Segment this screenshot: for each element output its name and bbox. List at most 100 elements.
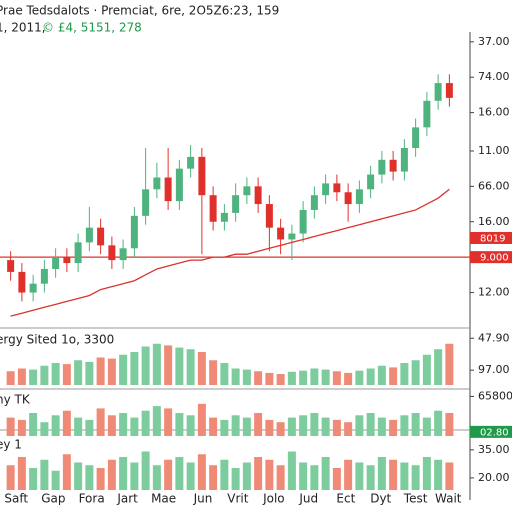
volume-bar (17, 419, 26, 436)
candle-body (97, 227, 105, 246)
volume-bar (175, 413, 184, 436)
volume-bar (287, 371, 296, 385)
candle-body (63, 257, 71, 264)
volume-bar (366, 368, 375, 385)
candle-body (367, 174, 375, 190)
x-tick-label: Test (403, 492, 428, 506)
volume-bar (40, 365, 49, 385)
volume-bar (17, 368, 26, 385)
candle-body (355, 189, 363, 205)
y-tick-label: 47.90 (478, 331, 510, 344)
volume-bar (40, 422, 49, 436)
volume-bar (344, 422, 353, 436)
y-tick-label: 16.00 (478, 106, 510, 119)
volume-bar (287, 417, 296, 436)
candle-body (108, 245, 116, 261)
volume-bar (6, 371, 15, 385)
volume-bar (276, 374, 285, 385)
volume-bar (434, 410, 443, 436)
volume-bar (389, 459, 398, 490)
candle-body (198, 156, 206, 196)
price-tag (470, 425, 512, 438)
x-tick-label: Jud (298, 492, 318, 506)
volume-bar (276, 422, 285, 436)
price-tag (470, 251, 512, 264)
x-tick-label: Saft (4, 492, 28, 506)
candle-body (265, 204, 273, 228)
volume-bar (231, 368, 240, 385)
candle-body (310, 195, 318, 210)
x-tick-label: Wait (435, 492, 462, 506)
volume-bar (29, 369, 38, 385)
volume-bar (389, 419, 398, 436)
volume-bar (6, 465, 15, 490)
volume-bar (119, 413, 128, 436)
volume-bar (422, 457, 431, 490)
volume-bar (164, 345, 173, 385)
panel-title: ergy Sited 1o, 3300 (0, 333, 114, 347)
volume-bar (276, 465, 285, 490)
candle-body (153, 177, 161, 190)
volume-bar (51, 415, 60, 436)
volume-bar (321, 417, 330, 436)
volume-bar (299, 462, 308, 490)
x-tick-label: Ect (336, 492, 355, 506)
volume-bar (220, 363, 229, 385)
volume-bar (231, 468, 240, 490)
candle-body (322, 183, 330, 196)
volume-bar (310, 413, 319, 436)
candle-body (40, 268, 48, 284)
volume-bar (332, 419, 341, 436)
price-tag (470, 231, 512, 244)
volume-bar (400, 363, 409, 385)
volume-bar (85, 465, 94, 490)
volume-bar (355, 370, 364, 385)
candle-body (209, 195, 217, 222)
volume-bar (332, 371, 341, 385)
volume-bar (119, 354, 128, 385)
candle-body (299, 209, 307, 234)
price-tag-label: 02.80 (480, 427, 509, 438)
volume-bar (254, 413, 263, 436)
candle-body (333, 183, 341, 193)
volume-bar (197, 352, 206, 385)
candle-body (142, 189, 150, 216)
volume-bar (310, 465, 319, 490)
y-tick-label: 65800 (478, 389, 512, 402)
volume-bar (164, 459, 173, 490)
volume-bar (265, 372, 274, 385)
candle-body (7, 260, 15, 272)
volume-bar (445, 343, 454, 385)
volume-bar (51, 363, 60, 385)
volume-bar (141, 346, 150, 385)
volume-bar (96, 357, 105, 385)
y-tick-label: 97.00 (478, 363, 510, 376)
y-tick-label: 11.00 (478, 144, 510, 157)
candle-body (18, 271, 26, 293)
y-tick-label: 74.00 (478, 70, 510, 83)
volume-bar (29, 413, 38, 436)
candle-body (164, 177, 172, 202)
volume-bar (186, 462, 195, 490)
volume-bar (344, 459, 353, 490)
volume-bar (107, 358, 116, 385)
price-tag-label: 9.000 (480, 253, 509, 264)
volume-bar (6, 417, 15, 436)
volume-bar (242, 369, 251, 385)
volume-bar (287, 451, 296, 490)
volume-bar (434, 459, 443, 490)
volume-bar (119, 457, 128, 490)
volume-bar (310, 368, 319, 385)
header-value: © £4, 5151, 278 (42, 21, 142, 35)
candle-body (254, 186, 262, 205)
volume-bar (51, 470, 60, 490)
volume-bar (389, 367, 398, 385)
volume-bar (265, 419, 274, 436)
volume-bar (141, 451, 150, 490)
volume-bar (377, 365, 386, 385)
volume-bar (107, 459, 116, 490)
x-tick-label: Gap (41, 492, 65, 506)
candle-body (445, 83, 453, 98)
candle-body (85, 227, 93, 243)
